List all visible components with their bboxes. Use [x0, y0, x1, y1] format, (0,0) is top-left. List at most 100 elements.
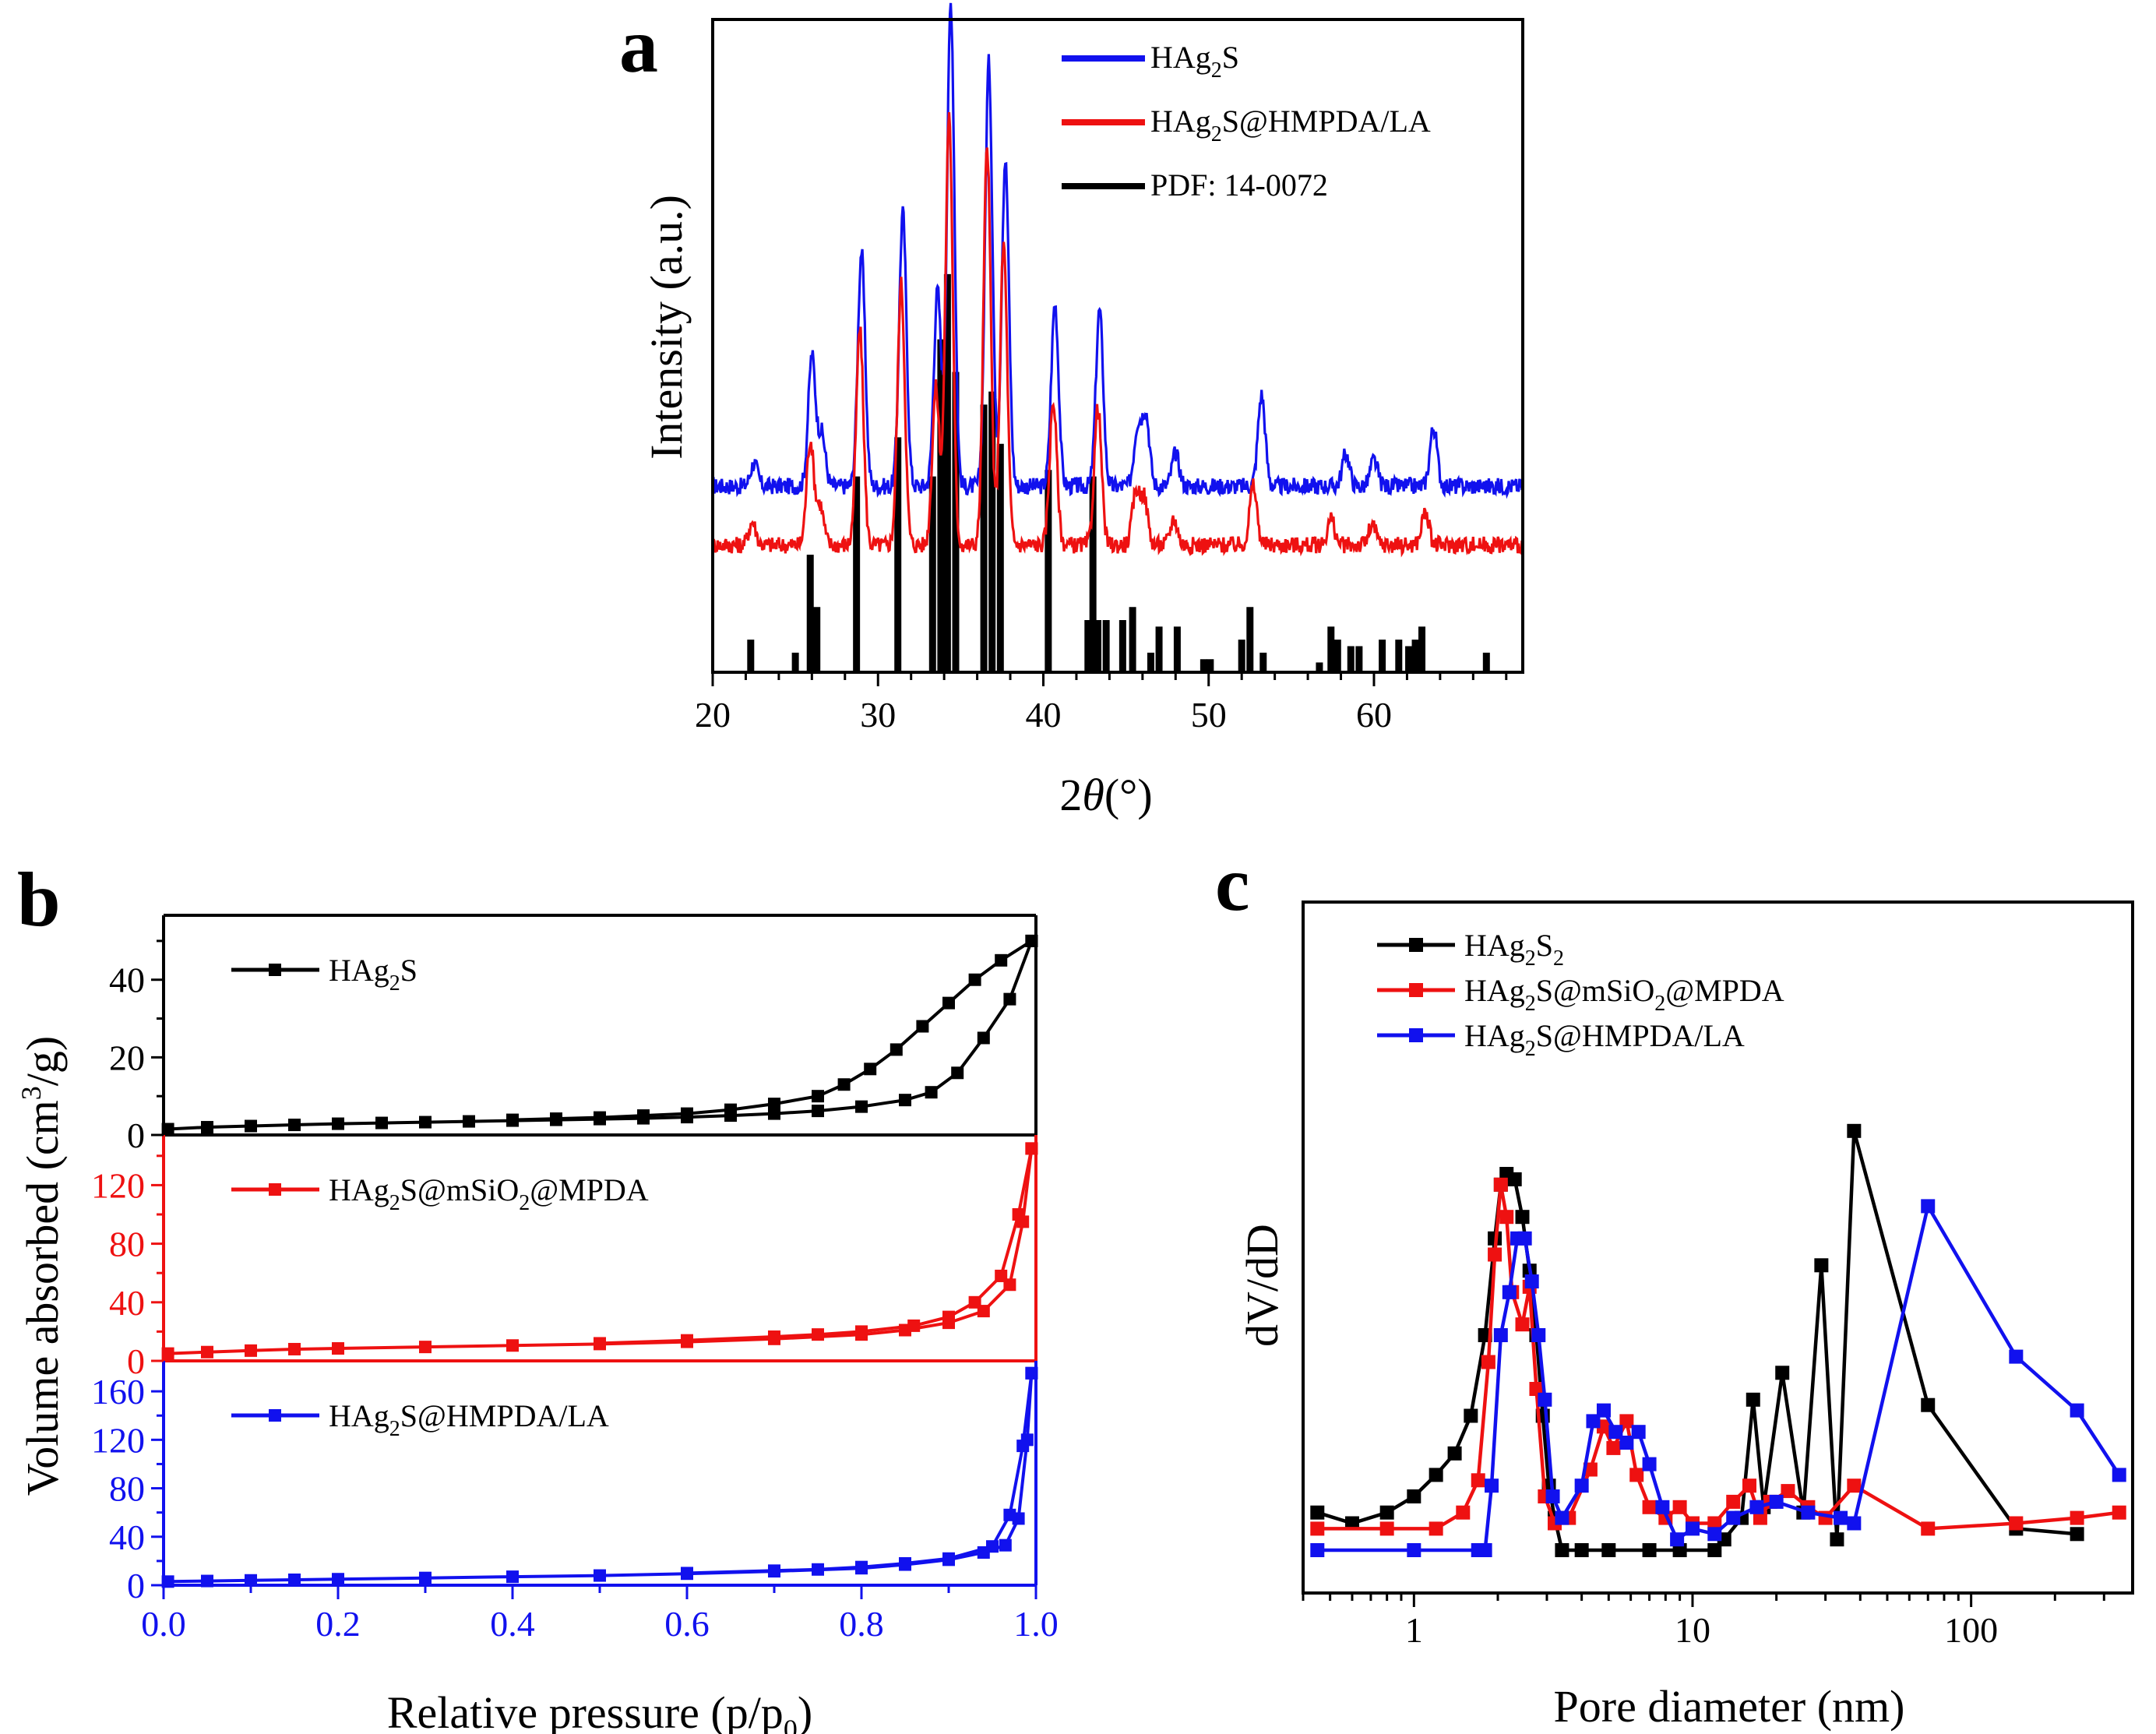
pore-point	[2009, 1516, 2024, 1531]
isotherm-point	[999, 1538, 1012, 1552]
isotherm-point	[681, 1567, 693, 1580]
pore-point	[2009, 1349, 2024, 1364]
pore-point	[2112, 1505, 2126, 1520]
xrd-x-tick-label: 20	[695, 695, 731, 735]
isotherm-point	[375, 1116, 388, 1130]
pore-point	[1707, 1516, 1722, 1531]
isotherm-point	[837, 1078, 851, 1091]
pore-point	[1447, 1446, 1462, 1461]
isotherm-point	[916, 1020, 929, 1033]
isotherm-ticks: 0 20 40 0 40 80 120 0 40 80 120 160 0.0 0.2 0.4 0.6 0.8 1…	[91, 939, 1059, 1644]
pore-point	[1488, 1247, 1503, 1262]
isotherm-y-tick-label: 40	[109, 960, 145, 1000]
pore-point	[1606, 1440, 1621, 1455]
pore-point	[1847, 1516, 1862, 1531]
isotherm-y-tick-label: 160	[91, 1372, 145, 1412]
xrd-legend-label: HAg2S@HMPDA/LA	[1150, 104, 1431, 146]
xrd-series-line	[711, 112, 1524, 558]
isotherm-point	[419, 1341, 432, 1354]
isotherm-desorption-line	[686, 1373, 1034, 1575]
pore-point	[1601, 1543, 1616, 1557]
pore-point	[1407, 1489, 1421, 1503]
isotherm-point	[942, 1552, 955, 1565]
pore-point	[1619, 1414, 1634, 1429]
pore-point	[1379, 1505, 1394, 1520]
isotherm-y-tick-label: 20	[109, 1038, 145, 1077]
pore-point	[1921, 1397, 1936, 1412]
isotherm-point	[855, 1100, 868, 1113]
isotherm-point	[288, 1342, 301, 1355]
isotherm-point	[1012, 1208, 1025, 1221]
xrd-x-tick-label: 30	[860, 695, 896, 735]
isotherm-legend-marker	[269, 964, 281, 976]
xrd-plot-frame	[711, 18, 1524, 674]
pore-point	[1753, 1510, 1767, 1525]
pore-point	[1555, 1543, 1569, 1557]
isotherm-series	[161, 934, 1038, 1588]
pore-point	[1726, 1494, 1741, 1509]
pore-point	[1529, 1382, 1544, 1396]
pore-series-line	[1317, 1201, 2121, 1552]
pore-point	[1707, 1527, 1722, 1542]
xrd-series-line	[712, 2, 1524, 499]
pore-point	[1726, 1510, 1741, 1525]
isotherm-legend-label: HAg2S@mSiO2@MPDA	[329, 1172, 649, 1215]
isotherm-point	[1016, 1440, 1030, 1453]
pore-point	[1775, 1366, 1790, 1380]
isotherm-point	[288, 1119, 301, 1132]
isotherm-point	[288, 1574, 301, 1586]
pore-point	[1478, 1543, 1492, 1557]
panel-label-c: c	[1215, 841, 1249, 927]
isotherm-point	[907, 1319, 921, 1332]
isotherm-chart: 0 20 40 0 40 80 120 0 40 80 120 160 0.0 0.2 0.4 0.6 0.8 1…	[16, 914, 1059, 1734]
isotherm-point	[855, 1325, 868, 1338]
isotherm-x-tick-label: 0.2	[315, 1604, 361, 1644]
isotherm-point	[942, 996, 955, 1010]
xrd-x-tick-label: 60	[1356, 695, 1392, 735]
pore-point	[1749, 1500, 1764, 1514]
isotherm-point	[594, 1111, 606, 1124]
isotherm-point	[594, 1337, 606, 1350]
isotherm-point	[995, 953, 1008, 967]
pore-point	[1619, 1436, 1634, 1450]
pore-point	[1429, 1468, 1443, 1482]
xrd-series	[711, 2, 1524, 558]
isotherm-legend-label: HAg2S@HMPDA/LA	[329, 1398, 609, 1441]
xrd-legend-label: HAg2S	[1150, 40, 1239, 83]
pore-point	[1379, 1521, 1394, 1536]
isotherm-point	[201, 1121, 213, 1134]
pore-point	[2070, 1510, 2084, 1525]
pore-point	[2070, 1403, 2084, 1418]
pore-legend-marker	[1409, 938, 1423, 952]
isotherm-point	[968, 1295, 981, 1309]
isotherm-y-tick-label: 80	[109, 1469, 145, 1509]
pore-chart: 1 10 100 HAg2S2HAg2S@mSiO2@MPDAHAg2S@HMPDA…	[1237, 900, 2134, 1732]
pore-point	[1707, 1543, 1722, 1557]
pore-point	[1574, 1543, 1589, 1557]
isotherm-y-tick-label: 0	[127, 1341, 145, 1381]
panel-label-a: a	[619, 2, 658, 89]
isotherm-point	[1003, 1508, 1016, 1521]
isotherm-point	[899, 1557, 911, 1570]
pore-point	[1781, 1484, 1795, 1499]
isotherm-point	[812, 1563, 824, 1576]
isotherm-y-tick-label: 80	[109, 1225, 145, 1264]
pore-point	[1515, 1210, 1530, 1225]
pore-point	[1538, 1392, 1552, 1407]
pore-point	[1830, 1532, 1844, 1547]
isotherm-x-tick-label: 0.8	[839, 1604, 884, 1644]
pore-point	[1670, 1532, 1685, 1547]
pore-legend-label: HAg2S2	[1464, 928, 1564, 971]
isotherm-point	[332, 1117, 344, 1130]
pore-point	[1596, 1419, 1611, 1434]
pore-point	[1456, 1505, 1471, 1520]
pore-point	[1493, 1177, 1508, 1192]
pore-point	[1921, 1199, 1936, 1214]
pore-point	[1517, 1231, 1532, 1246]
pore-point	[1631, 1425, 1646, 1440]
isotherm-x-tick-label: 1.0	[1013, 1604, 1059, 1644]
isotherm-x-axis-title: Relative pressure (p/p0)	[387, 1687, 812, 1734]
isotherm-point	[812, 1105, 824, 1118]
isotherm-y-tick-label: 40	[109, 1283, 145, 1323]
